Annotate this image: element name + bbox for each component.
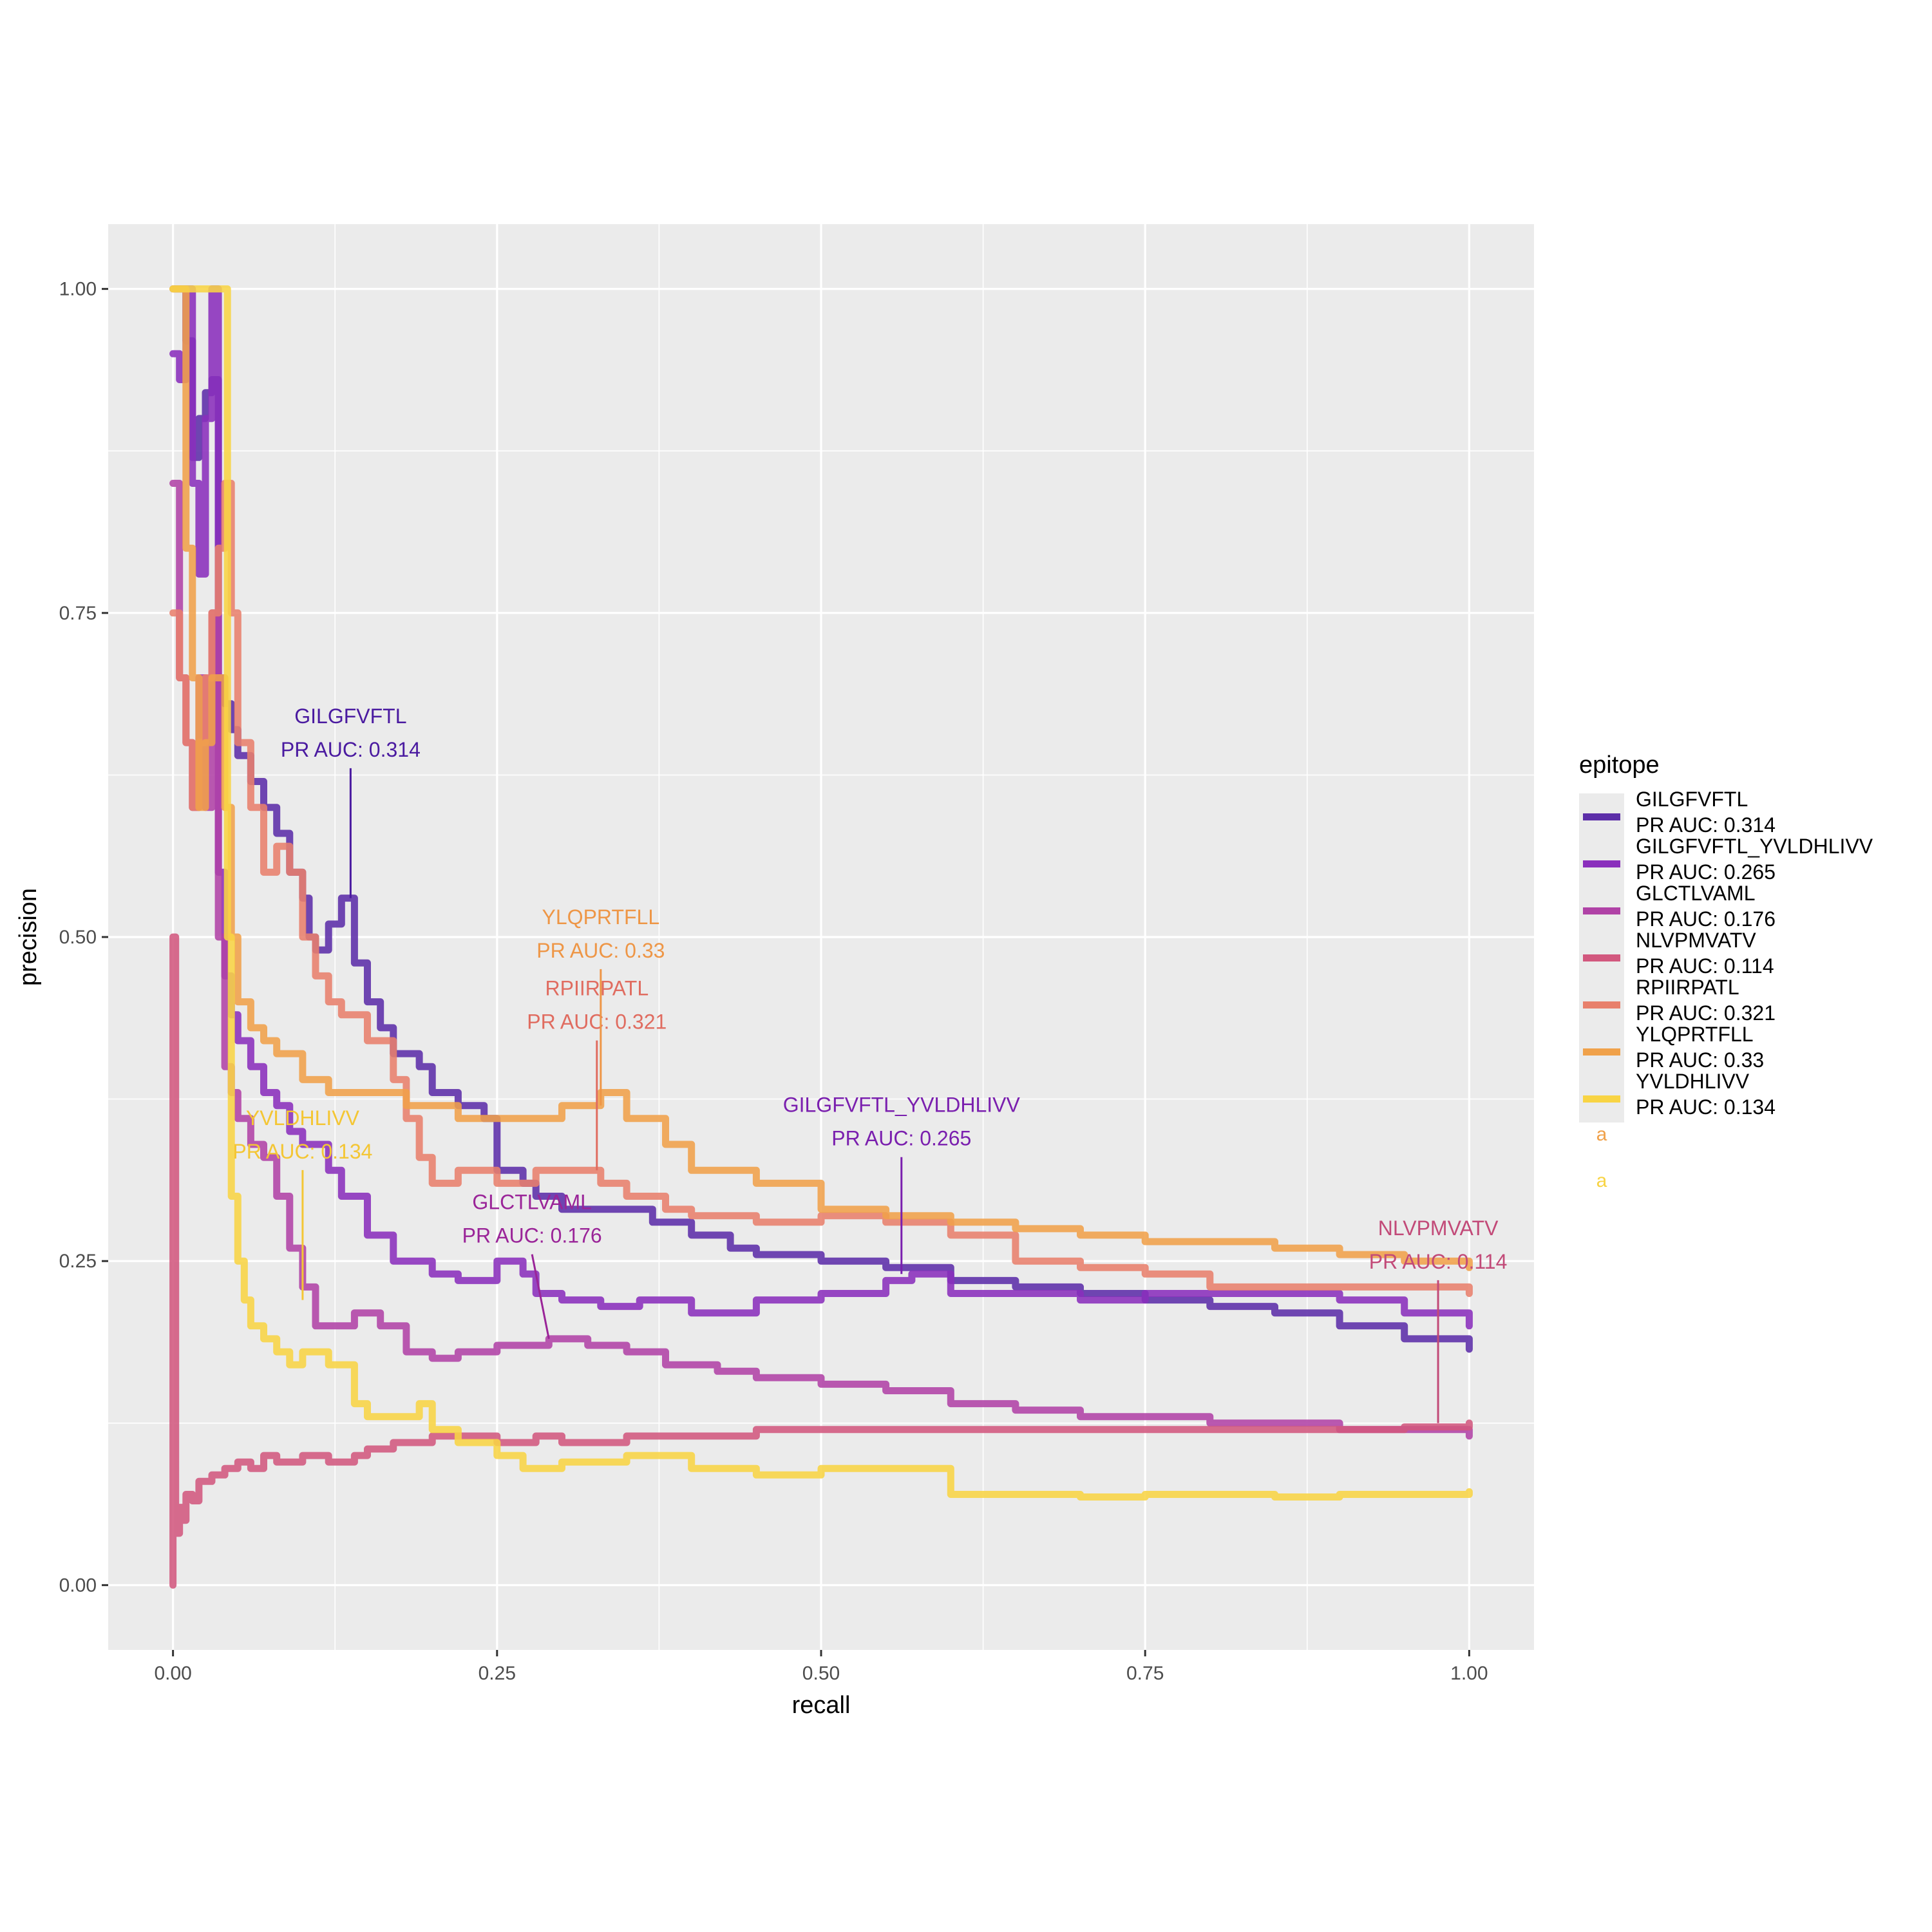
legend-stray-glyph: a — [1596, 1170, 1607, 1191]
series-line-2 — [169, 285, 1473, 1330]
series-annotations: GILGFVFTL PR AUC: 0.314 GILGFVFTL_YVLDHLIV… — [232, 705, 1507, 1423]
axes: 0.00 0.25 0.50 0.75 1.00 0.00 0.25 0.50 0.75 1.00 — [59, 279, 1488, 1684]
y-tick-label: 0.25 — [59, 1251, 97, 1272]
series-lines — [169, 285, 1473, 1589]
y-tick-label: 0.00 — [59, 1575, 97, 1596]
annotation-auc-label: PR AUC: 0.321 — [527, 1010, 667, 1034]
legend-label: GILGFVFTL_YVLDHLIVV — [1636, 835, 1873, 858]
annotation-auc-label: PR AUC: 0.314 — [281, 738, 421, 761]
annotation-epitope-label: NLVPMVATV — [1378, 1217, 1499, 1240]
legend-label: YLQPRTFLL — [1636, 1023, 1754, 1046]
annotation-auc-label: PR AUC: 0.134 — [232, 1140, 372, 1163]
legend-label: NLVPMVATV — [1636, 929, 1756, 952]
x-tick-label: 0.25 — [478, 1663, 516, 1684]
legend-label: GLCTLVAML — [1636, 882, 1756, 905]
x-tick-label: 0.75 — [1126, 1663, 1164, 1684]
series-line-7 — [169, 285, 1473, 1501]
annotation-auc-label: PR AUC: 0.176 — [462, 1224, 602, 1247]
annotation-epitope-label: GILGFVFTL — [294, 705, 406, 728]
x-tick-label: 1.00 — [1450, 1663, 1488, 1684]
legend-title: epitope — [1579, 752, 1660, 779]
legend-label: YVLDHLIVV — [1636, 1070, 1750, 1093]
legend-label: PR AUC: 0.321 — [1636, 1001, 1776, 1025]
legend-label: PR AUC: 0.314 — [1636, 813, 1776, 837]
annotation-epitope-label: GILGFVFTL_YVLDHLIVV — [783, 1094, 1021, 1117]
legend-label: PR AUC: 0.265 — [1636, 860, 1776, 884]
y-axis-title: precision — [15, 888, 42, 986]
annotation-auc-label: PR AUC: 0.114 — [1369, 1250, 1508, 1273]
legend-label: RPIIRPATL — [1636, 976, 1739, 999]
annotation-pointer — [531, 1254, 550, 1340]
series-line-6 — [169, 285, 1473, 1271]
series-line-5 — [169, 480, 1473, 1297]
y-tick-label: 0.75 — [59, 603, 97, 624]
annotation-epitope-label: GLCTLVAML — [472, 1191, 592, 1214]
legend-label: PR AUC: 0.134 — [1636, 1095, 1776, 1119]
legend-label: PR AUC: 0.33 — [1636, 1048, 1764, 1072]
x-tick-label: 0.00 — [154, 1663, 191, 1684]
annotation-auc-label: PR AUC: 0.33 — [536, 939, 665, 962]
x-tick-label: 0.50 — [802, 1663, 840, 1684]
legend-stray-glyph: a — [1596, 1124, 1607, 1145]
legend-label: GILGFVFTL — [1636, 788, 1748, 811]
y-tick-label: 0.50 — [59, 927, 97, 948]
annotation-epitope-label: YVLDHLIVV — [246, 1106, 360, 1130]
legend-label: PR AUC: 0.114 — [1636, 954, 1774, 978]
annotation-epitope-label: YLQPRTFLL — [542, 905, 660, 929]
annotation-auc-label: PR AUC: 0.265 — [831, 1127, 971, 1150]
annotation-epitope-label: RPIIRPATL — [545, 977, 649, 1000]
series-line-4 — [169, 933, 1473, 1589]
x-axis-title: recall — [792, 1692, 851, 1719]
y-tick-label: 1.00 — [59, 279, 97, 300]
legend-label: PR AUC: 0.176 — [1636, 907, 1776, 931]
